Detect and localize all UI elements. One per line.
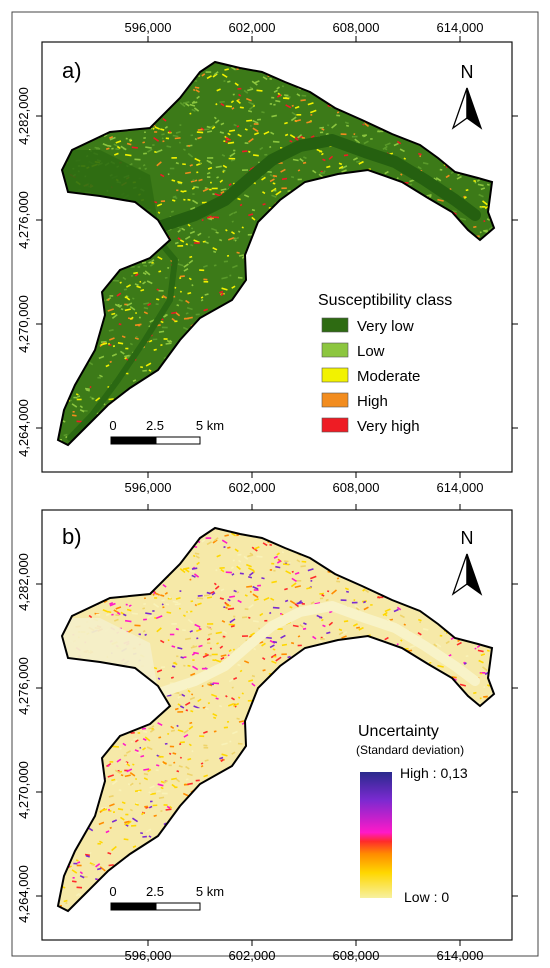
scale-bar-a-black bbox=[110, 436, 157, 445]
legend-title-a: Susceptibility class bbox=[318, 292, 452, 309]
legend-item-label: Moderate bbox=[357, 368, 420, 385]
north-label-a: N bbox=[461, 62, 474, 82]
x-tick-label-a-bottom-2: 602,000 bbox=[229, 480, 276, 495]
scale-bar-a: 0 2.5 5 km bbox=[109, 418, 224, 445]
axis-ticks-b bbox=[36, 504, 518, 946]
scale-label-b-2: 5 km bbox=[196, 884, 224, 899]
north-arrow-a: N bbox=[451, 62, 483, 130]
north-label-b: N bbox=[461, 528, 474, 548]
x-tick-label-b-1: 596,000 bbox=[125, 948, 172, 963]
y-tick-label-b-1: 4,282,000 bbox=[16, 553, 31, 611]
legend-subtitle-b: (Standard deviation) bbox=[356, 743, 464, 757]
x-tick-label-a-bottom-4: 614,000 bbox=[437, 480, 484, 495]
y-tick-label-a-1: 4,282,000 bbox=[16, 87, 31, 145]
legend-swatch bbox=[321, 342, 349, 358]
scale-label-a-0: 0 bbox=[109, 418, 116, 433]
x-tick-label-a-4: 614,000 bbox=[437, 20, 484, 35]
panel-label-a: a) bbox=[62, 58, 82, 83]
north-arrow-right-icon bbox=[466, 553, 483, 596]
y-tick-label-a-2: 4,276,000 bbox=[16, 191, 31, 249]
legend-title-b: Uncertainty bbox=[358, 723, 439, 740]
legend-item-label: High bbox=[357, 393, 388, 410]
y-tick-label-b-4: 4,264,000 bbox=[16, 865, 31, 923]
x-tick-label-a-2: 602,000 bbox=[229, 20, 276, 35]
legend-low-label: Low : 0 bbox=[404, 889, 449, 905]
legend-b: Uncertainty (Standard deviation) High : … bbox=[356, 723, 468, 905]
legend-a: Susceptibility class Very low Low Moderate… bbox=[318, 292, 452, 435]
uncertainty-color-ramp bbox=[360, 772, 392, 898]
scale-label-a-2: 5 km bbox=[196, 418, 224, 433]
x-tick-label-a-1: 596,000 bbox=[125, 20, 172, 35]
panel-a: 596,000 602,000 608,000 614,000 596,000 … bbox=[16, 20, 518, 495]
north-arrow-right-icon bbox=[466, 87, 483, 130]
watershed-outline-b bbox=[56, 526, 496, 913]
scale-bar-b: 0 2.5 5 km bbox=[109, 884, 224, 911]
legend-swatch bbox=[321, 317, 349, 333]
legend-high-label: High : 0,13 bbox=[400, 765, 468, 781]
scale-label-b-1: 2.5 bbox=[146, 884, 164, 899]
watershed-outline-a bbox=[56, 60, 496, 447]
x-tick-label-b-2: 602,000 bbox=[229, 948, 276, 963]
legend-swatch bbox=[321, 392, 349, 408]
scale-label-a-1: 2.5 bbox=[146, 418, 164, 433]
scale-bar-b-white bbox=[155, 902, 201, 911]
legend-item-label: Low bbox=[357, 343, 385, 360]
y-tick-label-b-2: 4,276,000 bbox=[16, 657, 31, 715]
legend-item-label: Very high bbox=[357, 418, 420, 435]
y-tick-label-b-3: 4,270,000 bbox=[16, 761, 31, 819]
y-tick-label-a-4: 4,264,000 bbox=[16, 399, 31, 457]
figure-border bbox=[11, 11, 539, 957]
legend-swatch bbox=[321, 367, 349, 383]
north-arrow-b: N bbox=[451, 528, 483, 596]
x-tick-label-a-bottom-3: 608,000 bbox=[333, 480, 380, 495]
x-tick-label-b-4: 614,000 bbox=[437, 948, 484, 963]
axis-ticks-a bbox=[36, 36, 518, 478]
x-tick-label-a-bottom-1: 596,000 bbox=[125, 480, 172, 495]
y-tick-label-a-3: 4,270,000 bbox=[16, 295, 31, 353]
panel-b: 596,000 602,000 608,000 614,000 4,282,00… bbox=[16, 504, 518, 963]
scale-bar-b-black bbox=[110, 902, 157, 911]
legend-item-label: Very low bbox=[357, 318, 414, 335]
scale-label-b-0: 0 bbox=[109, 884, 116, 899]
legend-swatch bbox=[321, 417, 349, 433]
scale-bar-a-white bbox=[155, 436, 201, 445]
x-tick-label-b-3: 608,000 bbox=[333, 948, 380, 963]
x-tick-label-a-3: 608,000 bbox=[333, 20, 380, 35]
panel-label-b: b) bbox=[62, 524, 82, 549]
